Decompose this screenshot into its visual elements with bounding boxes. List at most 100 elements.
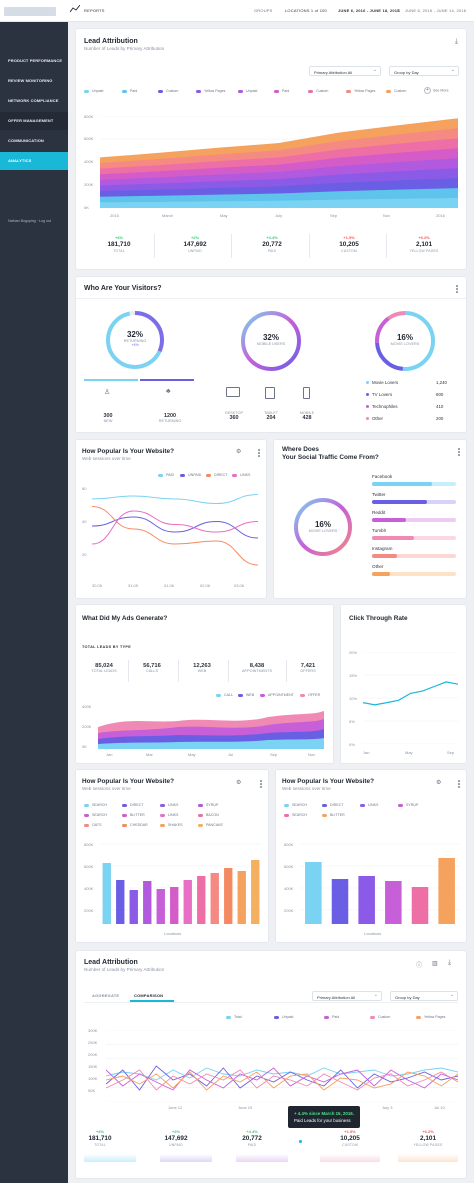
nav-groups[interactable]: GROUPS [254, 8, 273, 13]
legend-item[interactable]: Unpaid [274, 1015, 293, 1019]
compare-range-selector[interactable]: JUNE 6, 2016 - JUNE 14, 2016 [405, 8, 467, 13]
gear-icon[interactable]: ⚙ [236, 449, 242, 455]
more-menu-icon[interactable] [458, 780, 460, 788]
legend-item[interactable]: WEB [238, 693, 254, 697]
legend-item[interactable]: PANCAKE [198, 823, 223, 827]
legend-item[interactable]: SEARCH [84, 803, 107, 807]
gear-icon[interactable]: ⚙ [236, 780, 242, 786]
download-icon[interactable]: ⤓ [448, 959, 452, 966]
see-more-button[interactable]: + See More [424, 87, 449, 94]
sidebar-item-product-performance[interactable]: PRODUCT PERFORMANCE [8, 58, 63, 63]
legend-item[interactable]: LINKS [160, 803, 178, 807]
legend-item[interactable]: APPOINTMENT [260, 693, 294, 697]
bar[interactable] [116, 880, 125, 924]
bar[interactable] [358, 876, 375, 924]
legend-item[interactable]: SHAKES [160, 823, 183, 827]
date-range-selector[interactable]: JUNE 6, 2016 - JUNE 18, 2016 [338, 8, 400, 13]
bar[interactable] [210, 873, 219, 924]
legend-item[interactable]: Yellow Pages [196, 89, 225, 93]
bar[interactable] [129, 890, 138, 924]
legend-item[interactable]: Custom [158, 89, 178, 93]
legend-item[interactable]: Custom [370, 1015, 390, 1019]
lead-area-chart[interactable] [100, 116, 458, 208]
legend-item[interactable]: LINKS [160, 813, 178, 817]
compare-icon[interactable]: ⇅ [397, 8, 401, 13]
ads-area-chart[interactable] [98, 705, 324, 749]
bar[interactable] [183, 880, 192, 924]
legend-item[interactable]: Paid [122, 89, 137, 93]
legend-item[interactable]: Paid [274, 89, 289, 93]
legend-item[interactable]: Total [226, 1015, 242, 1019]
sidebar-item-communication[interactable]: COMMUNICATION [8, 138, 44, 143]
bar[interactable] [224, 868, 233, 924]
bar-chart[interactable] [300, 836, 460, 924]
legend-item[interactable]: SEARCH [84, 813, 107, 817]
legend-item[interactable]: DIRECT [322, 803, 343, 807]
more-menu-icon[interactable] [260, 780, 262, 788]
legend-item[interactable]: PAID [158, 473, 174, 477]
more-menu-icon[interactable] [258, 449, 260, 457]
legend-item[interactable]: LINKS [232, 473, 250, 477]
source-bar-fill[interactable] [372, 554, 398, 558]
bar[interactable] [197, 876, 206, 924]
source-bar-fill[interactable] [372, 500, 427, 504]
sidebar-item-review-monitoring[interactable]: REVIEW MONITORING [8, 78, 53, 83]
info-icon[interactable]: ⓘ [416, 963, 423, 969]
legend-item[interactable]: BACON [198, 813, 219, 817]
more-menu-icon[interactable] [456, 285, 458, 293]
source-bar-fill[interactable] [372, 536, 414, 540]
group-by-select[interactable]: Group by Day [389, 66, 459, 76]
legend-item[interactable]: Unpaid [238, 89, 257, 93]
bar[interactable] [251, 860, 260, 924]
legend-item[interactable]: Custom [386, 89, 406, 93]
primary-attribution-select[interactable]: Primary Attribution All [312, 991, 382, 1001]
legend-item[interactable]: OFFER [300, 693, 320, 697]
legend-item[interactable]: CALL [216, 693, 233, 697]
legend-item[interactable]: Unpaid [84, 89, 103, 93]
legend-item[interactable]: SEARCH [284, 813, 307, 817]
sidebar-item-analytics[interactable]: ANALYTICS [0, 152, 68, 170]
user-logout[interactable]: Nathan Bogoping · Log out [8, 219, 51, 223]
bar[interactable] [237, 871, 246, 924]
legend-item[interactable]: SYRUP [198, 803, 218, 807]
bar[interactable] [411, 887, 429, 924]
bar[interactable] [385, 881, 402, 924]
bar-chart[interactable] [100, 836, 262, 924]
sidebar-item-network-compliance[interactable]: NETWORK COMPLIANCE [8, 98, 59, 103]
group-by-select[interactable]: Group by Day [390, 991, 458, 1001]
mobile-ring-chart[interactable] [239, 309, 303, 373]
gear-icon[interactable]: ⚙ [436, 780, 442, 786]
ctr-line-chart[interactable] [363, 652, 458, 744]
returning-ring-chart[interactable] [104, 309, 166, 371]
bar[interactable] [102, 863, 111, 924]
legend-item[interactable]: Yellow Pages [346, 89, 375, 93]
legend-item[interactable]: Yellow Pages [416, 1015, 445, 1019]
legend-item[interactable]: LINKS [360, 803, 378, 807]
bar[interactable] [438, 858, 455, 924]
sidebar-item-offer-management[interactable]: OFFER MANAGEMENT [0, 112, 68, 130]
legend-item[interactable]: Paid [324, 1015, 339, 1019]
interests-ring-chart[interactable] [373, 309, 437, 373]
legend-item[interactable]: DIRECT [206, 473, 227, 477]
source-bar-fill[interactable] [372, 572, 391, 576]
more-menu-icon[interactable] [458, 448, 460, 456]
legend-item[interactable]: BLITTER [122, 813, 145, 817]
bar[interactable] [170, 887, 179, 924]
comparison-line-chart[interactable] [106, 1030, 458, 1102]
bar[interactable] [305, 862, 322, 924]
legend-item[interactable]: OATS [84, 823, 102, 827]
nav-reports[interactable]: REPORTS [84, 8, 105, 13]
tab-comparison[interactable]: COMPARISON [134, 993, 164, 998]
legend-item[interactable]: SYRUP [398, 803, 418, 807]
legend-item[interactable]: CHEDDAR [122, 823, 148, 827]
legend-item[interactable]: DIRECT [122, 803, 143, 807]
locations-selector[interactable]: LOCATIONS 1 of 100 [285, 8, 327, 13]
primary-attribution-select[interactable]: Primary Attribution All [309, 66, 381, 76]
source-bar-fill[interactable] [372, 482, 433, 486]
chart-icon[interactable]: ▥ [432, 961, 438, 967]
tab-aggregate[interactable]: AGGREGATE [92, 993, 120, 998]
legend-item[interactable]: UNPAID [180, 473, 201, 477]
legend-item[interactable]: Custom [308, 89, 328, 93]
social-ring-chart[interactable] [292, 496, 354, 558]
legend-item[interactable]: BLITTER [322, 813, 345, 817]
